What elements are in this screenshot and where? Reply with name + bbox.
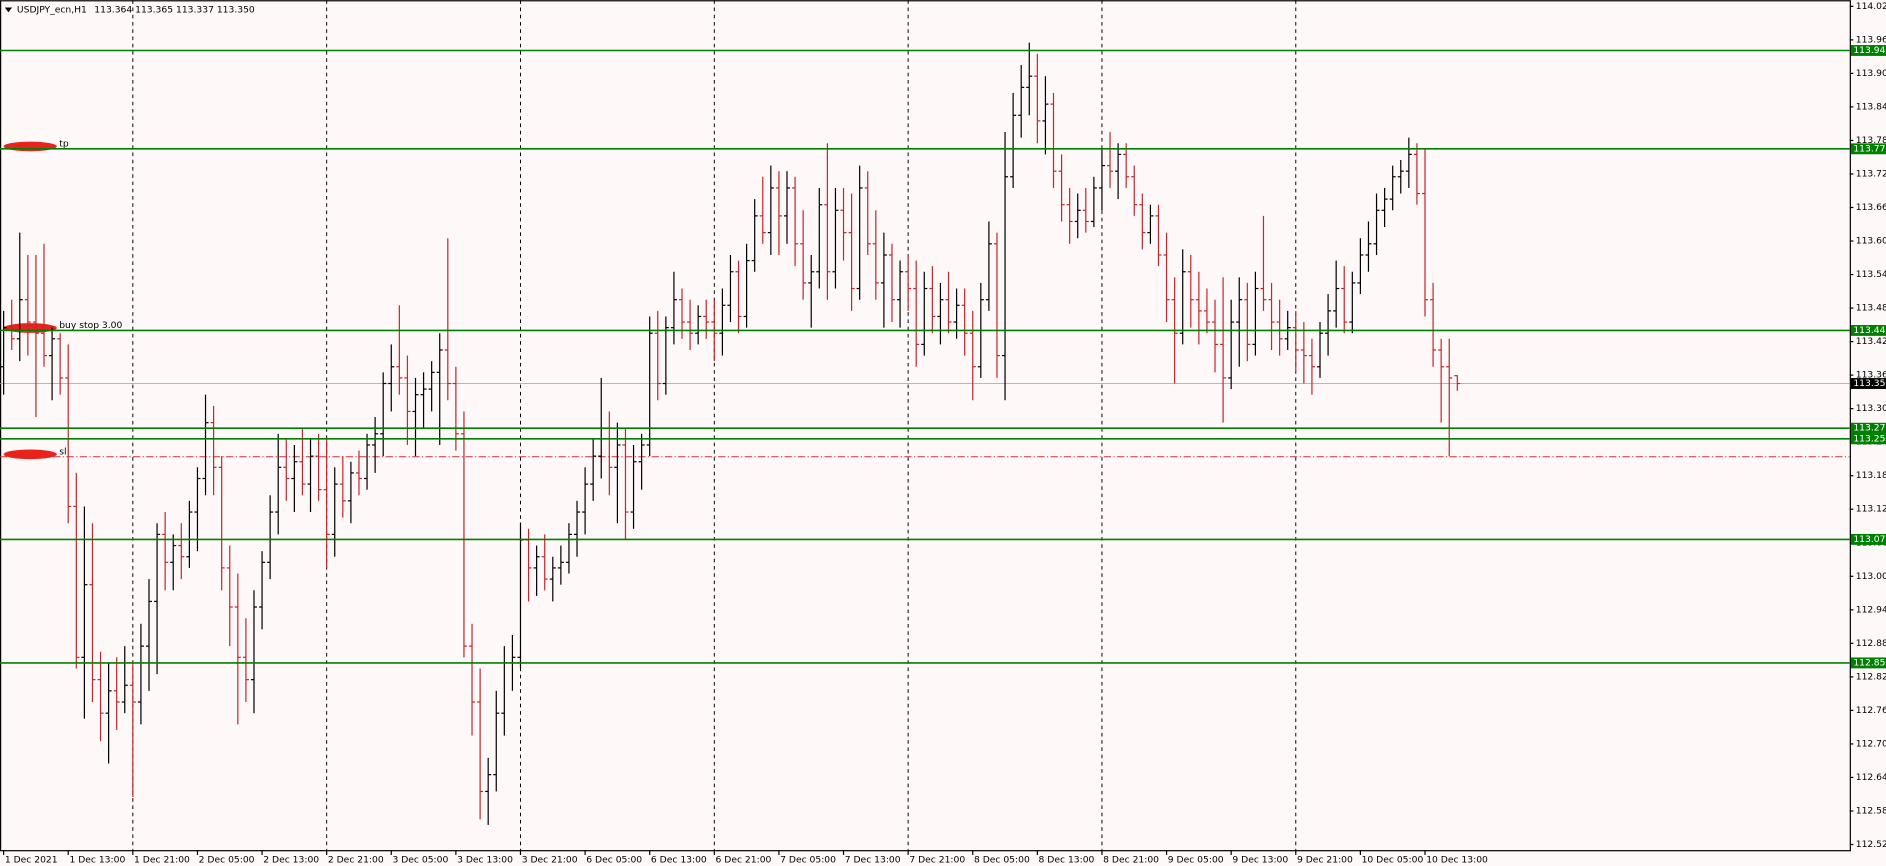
level-box [1850, 657, 1886, 669]
x-tick-label: 1 Dec 2021 [5, 854, 58, 865]
x-tick-label: 1 Dec 21:00 [134, 854, 190, 865]
x-tick-label: 2 Dec 13:00 [263, 854, 319, 865]
y-tick-label: 113.185 [1856, 470, 1886, 481]
x-tick-label: 3 Dec 21:00 [522, 854, 578, 865]
x-tick-label: 2 Dec 05:00 [199, 854, 255, 865]
price-box [1850, 378, 1886, 389]
y-tick-label: 113.785 [1856, 135, 1886, 146]
y-tick-label: 112.705 [1856, 738, 1886, 749]
collapse-arrow[interactable] [4, 7, 13, 13]
quote: 113.364 113.365 113.337 113.350 [94, 4, 255, 15]
redaction [3, 141, 57, 152]
y-tick-label: 113.545 [1856, 269, 1886, 280]
order-label: buy stop 3.00 [59, 320, 122, 331]
y-tick-label: 113.125 [1856, 504, 1886, 515]
level-box [1850, 422, 1886, 434]
x-tick-label: 7 Dec 05:00 [780, 854, 836, 865]
x-tick-label: 9 Dec 13:00 [1232, 854, 1288, 865]
y-tick-label: 113.605 [1856, 236, 1886, 247]
x-tick-label: 8 Dec 13:00 [1039, 854, 1095, 865]
level-label: 113.270 [1853, 423, 1886, 434]
x-tick-label: 10 Dec 05:00 [1362, 854, 1424, 865]
y-tick-label: 112.885 [1856, 638, 1886, 649]
x-tick-label: 8 Dec 21:00 [1103, 854, 1159, 865]
x-tick-label: 3 Dec 05:00 [392, 854, 448, 865]
y-tick-label: 112.585 [1856, 805, 1886, 816]
order-label: tp [59, 138, 69, 149]
x-tick-label: 7 Dec 21:00 [909, 854, 965, 865]
y-tick-label: 113.425 [1856, 336, 1886, 347]
level-label: 113.071 [1853, 534, 1886, 545]
x-tick-label: 3 Dec 13:00 [457, 854, 513, 865]
x-tick-label: 8 Dec 05:00 [974, 854, 1030, 865]
y-tick-label: 112.645 [1856, 772, 1886, 783]
level-label: 113.770 [1853, 143, 1886, 154]
level-box [1850, 433, 1886, 445]
y-tick-label: 113.365 [1856, 370, 1886, 381]
x-tick-label: 2 Dec 21:00 [328, 854, 384, 865]
y-tick-label: 112.765 [1856, 705, 1886, 716]
y-tick-label: 112.525 [1856, 839, 1886, 850]
level-box [1850, 45, 1886, 56]
x-tick-label: 1 Dec 13:00 [69, 854, 125, 865]
level-label: 113.946 [1853, 45, 1886, 56]
y-tick-label: 113.965 [1856, 34, 1886, 45]
y-tick-label: 113.725 [1856, 168, 1886, 179]
x-tick-label: 6 Dec 13:00 [651, 854, 707, 865]
level-box [1850, 143, 1886, 155]
y-tick-label: 112.945 [1856, 604, 1886, 615]
x-tick-label: 9 Dec 21:00 [1297, 854, 1353, 865]
redaction [3, 449, 57, 460]
order-label: sl [59, 446, 66, 457]
level-label: 112.850 [1853, 657, 1886, 668]
level-box [1850, 533, 1886, 545]
level-box [1850, 324, 1886, 336]
price-label: 113.350 [1853, 378, 1886, 389]
x-tick-label: 10 Dec 13:00 [1426, 854, 1488, 865]
y-tick-label: 113.665 [1856, 202, 1886, 213]
y-tick-label: 113.905 [1856, 68, 1886, 79]
y-tick-label: 113.005 [1856, 571, 1886, 582]
y-tick-label: 112.825 [1856, 671, 1886, 682]
x-tick-label: 9 Dec 05:00 [1168, 854, 1224, 865]
y-tick-label: 113.485 [1856, 303, 1886, 314]
plot-frame [0, 0, 1851, 852]
symbol: USDJPY_ecn,H1 [17, 4, 87, 15]
level-label: 113.251 [1853, 433, 1886, 444]
y-tick-label: 114.025 [1856, 1, 1886, 12]
x-tick-label: 6 Dec 05:00 [586, 854, 642, 865]
y-tick-label: 113.305 [1856, 403, 1886, 414]
x-tick-label: 7 Dec 13:00 [845, 854, 901, 865]
y-tick-label: 113.845 [1856, 101, 1886, 112]
x-tick-label: 6 Dec 21:00 [716, 854, 772, 865]
level-label: 113.445 [1853, 325, 1886, 336]
